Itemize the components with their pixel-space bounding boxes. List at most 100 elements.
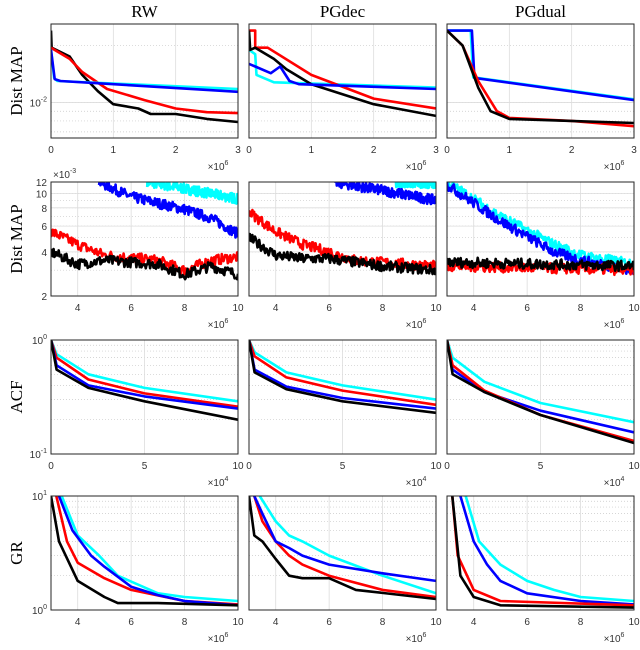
y-tick-label: 6 <box>41 222 47 233</box>
axes-frame <box>446 495 635 611</box>
x-tick-label: 3 <box>433 145 439 156</box>
x-axis-multiplier-exponent: 6 <box>621 632 625 639</box>
x-axis-multiplier: ×106 <box>406 632 427 645</box>
series-line-black <box>447 340 634 445</box>
x-tick-label: 10 <box>628 303 640 314</box>
axes-frame <box>248 495 437 611</box>
series-line-blue <box>253 496 436 583</box>
x-axis-multiplier-text: ×10 <box>406 162 423 173</box>
column-title-pgdec: PGdec <box>320 2 366 21</box>
x-tick-label: 8 <box>182 303 188 314</box>
x-tick-label: 8 <box>182 617 188 628</box>
x-axis-multiplier-exponent: 6 <box>225 318 229 325</box>
axes-frame <box>50 339 239 455</box>
x-tick-label: 6 <box>524 617 530 628</box>
x-axis-multiplier: ×104 <box>604 476 625 489</box>
x-axis-multiplier: ×106 <box>208 632 229 645</box>
series-line-black <box>51 247 238 281</box>
y-tick-label-exponent: -2 <box>41 97 47 104</box>
x-tick-label: 6 <box>524 303 530 314</box>
axes-frame <box>248 23 437 139</box>
x-tick-label: 8 <box>578 617 584 628</box>
x-axis-multiplier-text: ×10 <box>604 634 621 645</box>
y-tick-label-exponent: 0 <box>43 334 47 341</box>
x-axis-multiplier-exponent: 6 <box>423 632 427 639</box>
series-line-blue <box>51 49 238 94</box>
series-line-black <box>51 30 238 124</box>
x-axis-multiplier-exponent: 6 <box>423 160 427 167</box>
series-line-cyan <box>145 182 238 205</box>
axes-frame <box>446 181 635 297</box>
y-tick-label: 8 <box>41 204 47 215</box>
series-line-black <box>249 496 436 601</box>
y-tick-label-text: 4 <box>41 248 47 259</box>
x-axis-multiplier-text: ×10 <box>208 478 225 489</box>
x-tick-label: 8 <box>578 303 584 314</box>
axes-frame <box>50 495 239 611</box>
x-axis-multiplier-text: ×10 <box>406 478 423 489</box>
column-title-rw: RW <box>131 2 158 21</box>
x-axis-multiplier-text: ×10 <box>604 162 621 173</box>
y-axis-label: GR <box>7 541 26 565</box>
axes-frame <box>446 23 635 139</box>
x-tick-label: 8 <box>380 617 386 628</box>
x-axis-multiplier-exponent: 6 <box>423 318 427 325</box>
x-axis-multiplier: ×106 <box>604 632 625 645</box>
x-tick-label: 6 <box>326 303 332 314</box>
x-tick-label: 3 <box>631 145 637 156</box>
panel-pgdec-row1: 0 1 2 3 ×106 <box>246 23 439 173</box>
y-tick-label: 4 <box>41 248 47 259</box>
x-axis-multiplier-text: ×10 <box>604 478 621 489</box>
series-line-black <box>249 340 436 415</box>
y-axis-label: Dist MAP <box>7 46 26 115</box>
x-axis-multiplier: ×106 <box>604 318 625 331</box>
x-tick-label: 4 <box>75 303 81 314</box>
x-axis-multiplier: ×104 <box>406 476 427 489</box>
x-tick-label: 6 <box>128 303 134 314</box>
y-tick-label-exponent: 1 <box>43 490 47 497</box>
y-tick-label-text: 10 <box>30 99 42 110</box>
series-line-black <box>51 340 238 421</box>
x-axis-multiplier-text: ×10 <box>208 634 225 645</box>
y-tick-label-text: 10 <box>32 336 44 347</box>
y-tick-label: 10 <box>36 190 48 201</box>
series-line-blue <box>249 62 436 91</box>
x-tick-label: 1 <box>111 145 117 156</box>
series-line-blue <box>57 496 238 607</box>
x-axis-multiplier: ×106 <box>208 318 229 331</box>
x-tick-label: 1 <box>309 145 315 156</box>
series-line-blue <box>459 496 634 606</box>
x-tick-label: 5 <box>538 461 544 472</box>
series-line-black <box>447 29 634 125</box>
x-tick-label: 2 <box>569 145 575 156</box>
y-tick-label-text: 10 <box>36 190 48 201</box>
series-line-black <box>249 30 436 118</box>
x-tick-label: 0 <box>246 145 252 156</box>
x-axis-multiplier: ×106 <box>208 160 229 173</box>
x-tick-label: 10 <box>232 303 244 314</box>
series-line-black <box>451 496 634 609</box>
x-axis-multiplier-exponent: 4 <box>423 476 427 483</box>
y-axis-label: Dist MAP <box>7 204 26 273</box>
axes-frame <box>446 339 635 455</box>
panel-pgdec-row4: 4 6 8 10×106 <box>248 495 442 645</box>
panel-pgdec-row3: 0 5 10×104 <box>246 339 442 489</box>
y-tick-label-text: 10 <box>30 450 42 461</box>
x-tick-label: 5 <box>142 461 148 472</box>
series-line-red <box>51 46 238 115</box>
x-tick-label: 6 <box>128 617 134 628</box>
x-tick-label: 10 <box>628 461 640 472</box>
column-title-pgdual: PGdual <box>515 2 566 21</box>
y-tick-label: 101 <box>32 490 47 503</box>
x-axis-multiplier: ×104 <box>208 476 229 489</box>
y-axis-multiplier: ×10-3 <box>53 168 76 181</box>
x-tick-label: 10 <box>430 461 442 472</box>
y-tick-label-text: 6 <box>41 222 47 233</box>
y-axis-multiplier-exponent: -3 <box>70 168 76 175</box>
x-tick-label: 3 <box>235 145 241 156</box>
